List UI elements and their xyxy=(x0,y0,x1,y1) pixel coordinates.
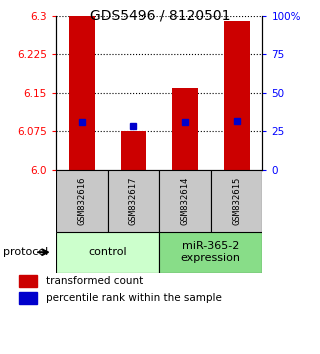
Text: GSM832614: GSM832614 xyxy=(180,177,189,225)
Text: GSM832617: GSM832617 xyxy=(129,177,138,225)
Text: GSM832615: GSM832615 xyxy=(232,177,241,225)
Bar xyxy=(56,232,159,273)
Bar xyxy=(108,170,159,232)
Bar xyxy=(159,170,211,232)
Bar xyxy=(172,88,198,170)
Bar xyxy=(19,275,37,287)
Bar xyxy=(211,170,262,232)
Bar xyxy=(56,170,108,232)
Bar xyxy=(159,232,262,273)
Text: protocol: protocol xyxy=(3,247,48,257)
Bar xyxy=(121,131,146,170)
Bar xyxy=(69,16,95,170)
Text: transformed count: transformed count xyxy=(46,276,144,286)
Text: miR-365-2
expression: miR-365-2 expression xyxy=(181,241,241,263)
Text: GSM832616: GSM832616 xyxy=(77,177,86,225)
Text: control: control xyxy=(88,247,127,257)
Text: percentile rank within the sample: percentile rank within the sample xyxy=(46,293,222,303)
Bar xyxy=(224,21,250,170)
Bar xyxy=(19,292,37,304)
Text: GDS5496 / 8120501: GDS5496 / 8120501 xyxy=(90,9,230,23)
